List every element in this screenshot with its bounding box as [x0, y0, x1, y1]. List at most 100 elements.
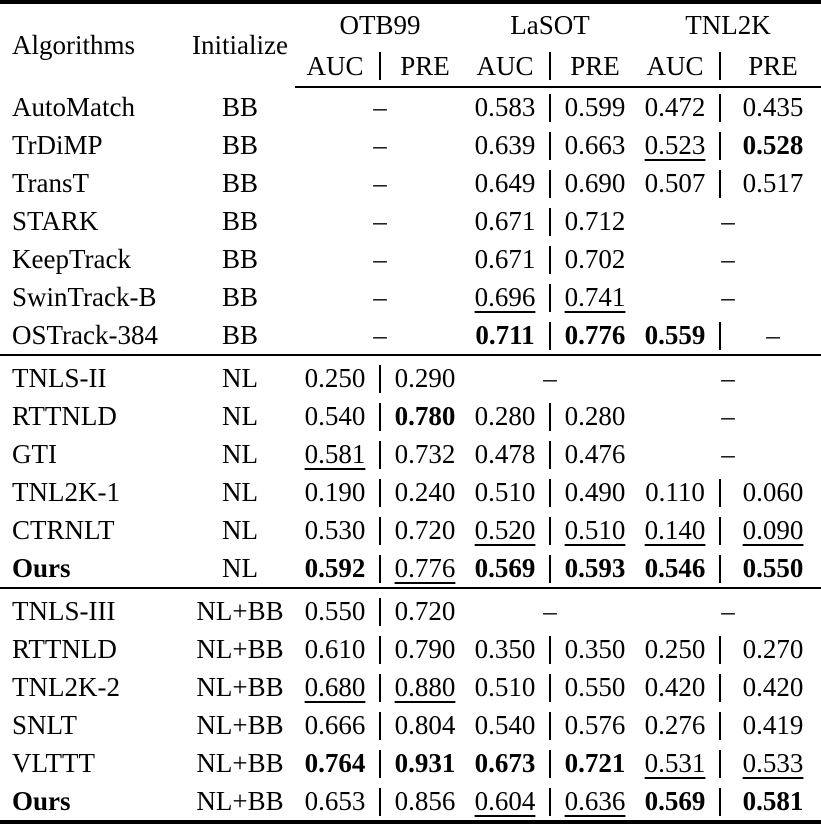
metric-value: 0.576 — [564, 710, 626, 740]
metric-value: 0.804 — [394, 710, 456, 740]
metric-value-pre: 0.663 — [555, 126, 635, 164]
metric-value: 0.420 — [644, 672, 706, 702]
metric-value-auc: 0.711 — [465, 316, 545, 355]
metric-value: 0.250 — [644, 634, 706, 664]
metric-value-pre: 0.776 — [385, 549, 465, 588]
metric-separator-cell — [545, 511, 555, 549]
table-body: AutoMatch BB – 0.583 0.599 0.472 0.435 TrDiMP BB… — [0, 87, 821, 822]
metric-separator-cell — [375, 511, 385, 549]
metric-value-pre: 0.280 — [555, 397, 635, 435]
header-benchmark-tnl2k: TNL2K — [685, 9, 771, 40]
value-separator — [549, 479, 551, 508]
table-row: TransT BB – 0.649 0.690 0.507 0.517 — [0, 164, 821, 202]
value-separator — [379, 674, 381, 703]
metric-value: 0.581 — [304, 439, 366, 469]
value-separator — [719, 479, 722, 508]
metric-value-pre: 0.712 — [555, 202, 635, 240]
metric-value: 0.776 — [394, 553, 456, 583]
value-separator — [549, 555, 551, 584]
initialize-value: BB — [221, 130, 259, 160]
metric-value: 0.732 — [394, 439, 456, 469]
metric-value-pre: 0.576 — [555, 706, 635, 744]
metric-value-auc: 0.507 — [635, 164, 715, 202]
initialize-value: NL — [222, 401, 258, 431]
metric-value: 0.140 — [644, 515, 706, 545]
algorithm-name: VLTTT — [12, 748, 95, 778]
metric-value-auc: 0.581 — [295, 435, 375, 473]
metric-value: 0.790 — [394, 634, 456, 664]
metric-value: 0.350 — [564, 634, 626, 664]
metric-value-auc: 0.569 — [465, 549, 545, 588]
metric-separator-cell — [715, 316, 725, 355]
metric-value-auc: 0.530 — [295, 511, 375, 549]
metric-separator-cell — [545, 164, 555, 202]
missing-value: – — [373, 320, 387, 350]
metric-value-auc: 0.666 — [295, 706, 375, 744]
value-separator — [549, 170, 551, 199]
metric-separator-cell — [545, 782, 555, 822]
metric-value: 0.721 — [564, 748, 626, 778]
metric-value-pre: 0.090 — [725, 511, 821, 549]
table-row: SNLT NL+BB 0.666 0.804 0.540 0.576 0.276 0.419 — [0, 706, 821, 744]
metric-value-auc: 0.420 — [635, 668, 715, 706]
metric-value: 0.610 — [304, 634, 366, 664]
metric-value: 0.780 — [394, 401, 456, 431]
value-separator — [549, 712, 551, 741]
metric-value-auc: 0.510 — [465, 473, 545, 511]
algorithm-name: TNL2K-2 — [12, 672, 120, 702]
algorithm-name: SwinTrack-B — [12, 282, 157, 312]
metric-value: 0.090 — [742, 515, 804, 545]
value-separator — [379, 555, 381, 584]
metric-value-auc: 0.546 — [635, 549, 715, 588]
metric-value-pre: 0.721 — [555, 744, 635, 782]
metric-value: 0.639 — [474, 130, 536, 160]
metric-value-auc: 0.280 — [465, 397, 545, 435]
header-benchmark-lasot: LaSOT — [510, 9, 590, 40]
metric-value: 0.720 — [394, 596, 456, 626]
value-separator — [379, 51, 381, 80]
metric-value: 0.653 — [304, 786, 366, 816]
header-benchmark-otb99: OTB99 — [339, 9, 421, 40]
metric-separator-cell — [715, 473, 725, 511]
metric-separator-cell — [375, 354, 385, 397]
value-separator — [379, 441, 381, 470]
value-separator — [719, 51, 722, 80]
metric-value: 0.523 — [644, 130, 706, 160]
metric-value-auc: 0.531 — [635, 744, 715, 782]
metric-value-pre: 0.060 — [725, 473, 821, 511]
metric-value: 0.419 — [742, 710, 804, 740]
metric-value: 0.276 — [644, 710, 706, 740]
metric-value: 0.880 — [394, 672, 456, 702]
metric-value-pre: 0.720 — [385, 587, 465, 630]
algorithm-name: GTI — [12, 439, 57, 469]
metric-separator-cell — [545, 240, 555, 278]
metric-value-pre: 0.528 — [725, 126, 821, 164]
table-row: SwinTrack-B BB – 0.696 0.741 – — [0, 278, 821, 316]
metric-value: 0.490 — [564, 477, 626, 507]
metric-value: 0.583 — [474, 92, 536, 122]
metric-separator-cell — [545, 126, 555, 164]
metric-value-auc: 0.696 — [465, 278, 545, 316]
metric-value: 0.540 — [474, 710, 536, 740]
value-separator — [549, 132, 551, 161]
header-metric-tnl2k-auc: AUC — [635, 46, 716, 88]
algorithm-name: Ours — [12, 553, 71, 583]
metric-value-pre: 0.490 — [555, 473, 635, 511]
initialize-value: NL — [222, 477, 258, 507]
metric-value-auc: 0.550 — [295, 587, 375, 630]
metric-value: 0.649 — [474, 168, 536, 198]
value-separator — [719, 555, 722, 584]
table-row: RTTNLD NL+BB 0.610 0.790 0.350 0.350 0.250 0.27… — [0, 630, 821, 668]
metric-value-pre: 0.270 — [725, 630, 821, 668]
metric-value: 0.528 — [742, 130, 804, 160]
metric-value-auc: 0.592 — [295, 549, 375, 588]
value-separator — [379, 636, 381, 665]
table-row: TNL2K-2 NL+BB 0.680 0.880 0.510 0.550 0.420 0.4… — [0, 668, 821, 706]
metric-value: 0.702 — [564, 244, 626, 274]
metric-value-pre: 0.702 — [555, 240, 635, 278]
metric-value-auc: 0.610 — [295, 630, 375, 668]
metric-value: 0.420 — [742, 672, 804, 702]
algorithm-name: RTTNLD — [12, 634, 117, 664]
metric-separator-cell — [715, 782, 725, 822]
